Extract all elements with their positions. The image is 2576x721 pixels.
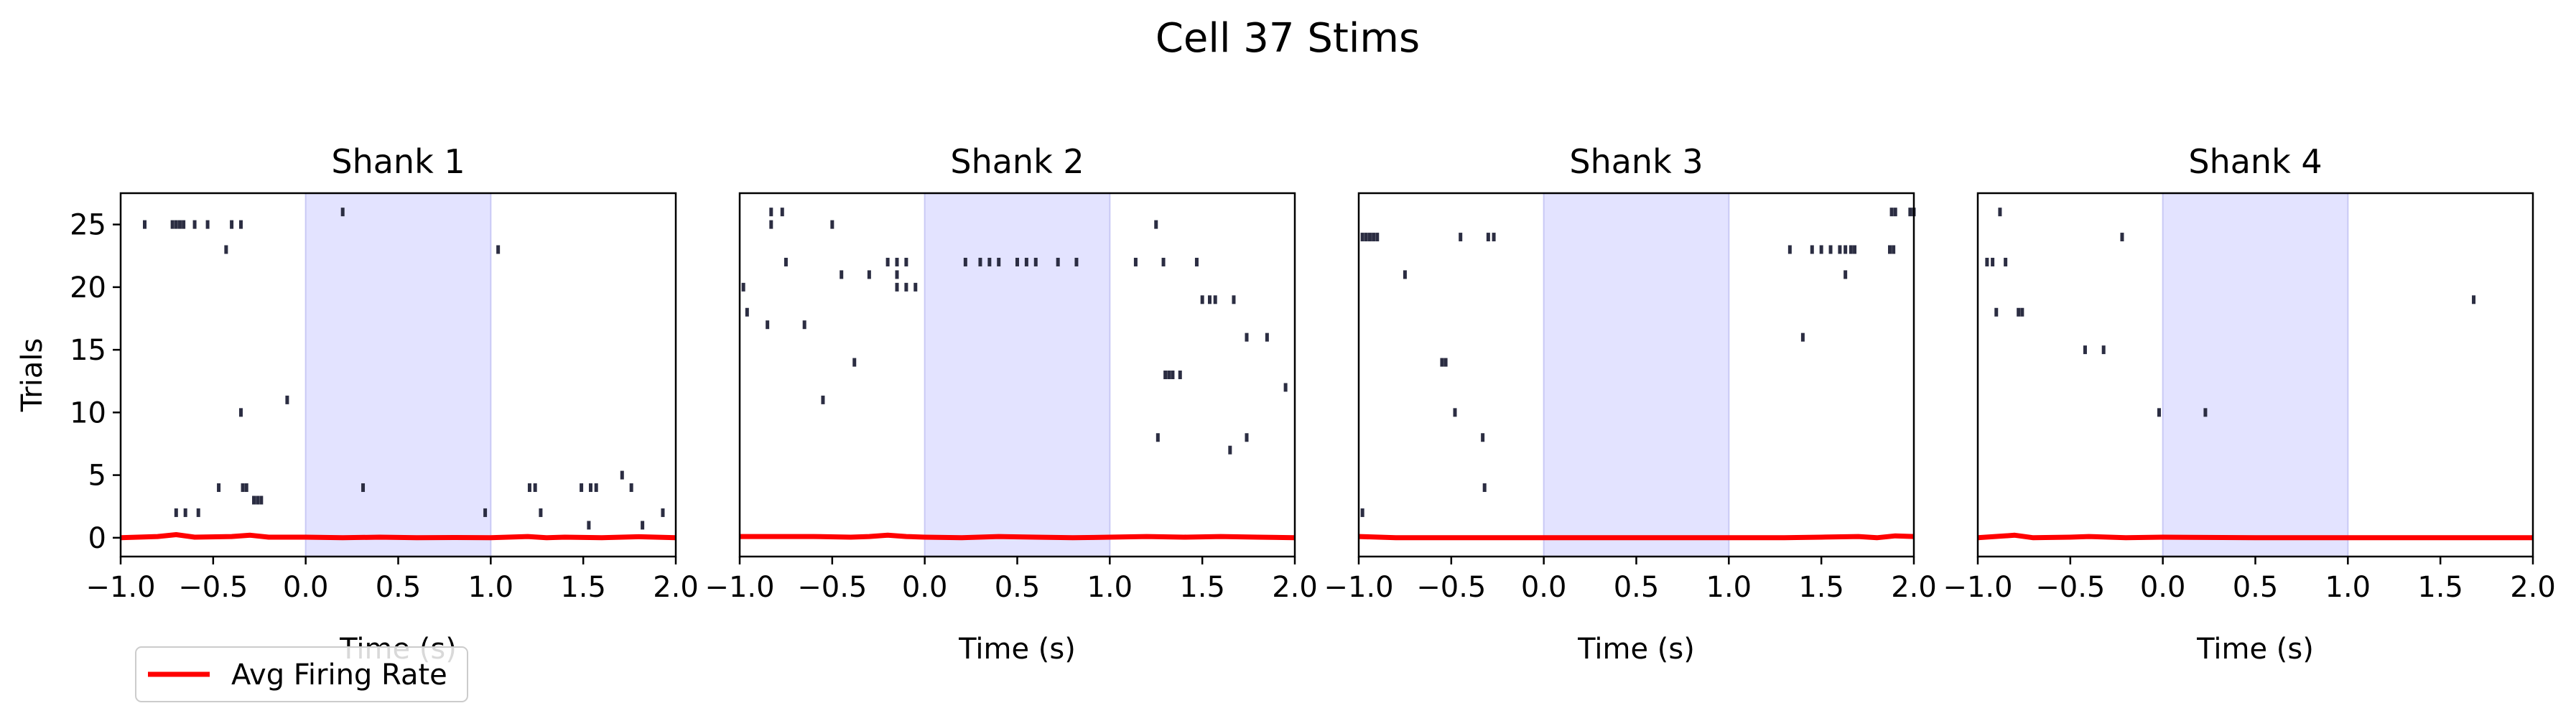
y-tick-label: 5 — [88, 460, 106, 493]
x-tick-label: 2.0 — [653, 571, 699, 604]
legend: Avg Firing Rate — [135, 646, 468, 702]
panel-2: −1.0 −0.5 0.0 0.5 1.0 1.5 2.0 Shank 2 Time (s) — [705, 142, 1317, 666]
panel-title: Shank 4 — [2188, 142, 2322, 181]
x-tick-label: 2.0 — [2510, 571, 2556, 604]
panel-1: −1.0 −0.5 0.0 0.5 1.0 1.5 2.0 0 5 10 15 20 25 Shank 1… — [16, 142, 699, 666]
x-tick-label: 2.0 — [1272, 571, 1318, 604]
x-tick-label: 1.5 — [560, 571, 606, 604]
panel-title: Shank 3 — [1569, 142, 1703, 181]
stim-window — [2162, 192, 2349, 557]
y-tick-label: 0 — [88, 522, 106, 555]
spike-raster — [142, 208, 665, 530]
avg-rate-line — [120, 532, 676, 541]
x-tick-label: −1.0 — [85, 571, 155, 604]
x-tick-label: 0.0 — [2140, 571, 2186, 604]
panel-4: −1.0 −0.5 0.0 0.5 1.0 1.5 2.0 Shank 4 Time (s) — [1943, 142, 2555, 666]
y-tick-label: 15 — [70, 334, 106, 367]
x-tick-label: 0.0 — [1521, 571, 1567, 604]
spike-raster — [741, 208, 1288, 455]
stim-window — [304, 192, 492, 557]
x-tick-label: 1.0 — [468, 571, 514, 604]
x-tick-label: 1.5 — [1179, 571, 1225, 604]
figure-title: Cell 37 Stims — [1156, 15, 1420, 62]
stim-window — [924, 192, 1111, 557]
x-tick-label: −0.5 — [2035, 571, 2105, 604]
x-tick-label: 2.0 — [1891, 571, 1937, 604]
x-tick-label: 1.0 — [2325, 571, 2371, 604]
x-tick-label: 0.0 — [902, 571, 948, 604]
x-axis-label: Time (s) — [1577, 633, 1695, 666]
x-tick-label: 0.0 — [283, 571, 329, 604]
x-axis-label: Time (s) — [2196, 633, 2314, 666]
x-tick-label: 1.0 — [1087, 571, 1133, 604]
x-tick-label: 1.5 — [2417, 571, 2463, 604]
x-tick-label: 1.0 — [1706, 571, 1752, 604]
x-axis-label: Time (s) — [958, 633, 1076, 666]
avg-rate-line — [740, 532, 1296, 541]
legend-frame — [135, 646, 468, 702]
stim-window — [1543, 192, 1730, 557]
x-tick-label: −0.5 — [1416, 571, 1486, 604]
y-axis-label: Trials — [16, 338, 49, 413]
panel-title: Shank 2 — [950, 142, 1084, 181]
panel-3: −1.0 −0.5 0.0 0.5 1.0 1.5 2.0 Shank 3 Time (s) — [1324, 142, 1936, 666]
x-tick-label: 0.5 — [2233, 571, 2279, 604]
x-tick-label: −0.5 — [797, 571, 867, 604]
x-tick-label: −1.0 — [1943, 571, 2012, 604]
x-tick-label: −1.0 — [1324, 571, 1393, 604]
y-tick-label: 25 — [70, 209, 106, 242]
x-tick-label: 1.5 — [1798, 571, 1844, 604]
y-tick-label: 10 — [70, 396, 106, 429]
spike-raster — [1360, 208, 1916, 517]
x-tick-label: −0.5 — [178, 571, 248, 604]
legend-label: Avg Firing Rate — [231, 659, 447, 692]
x-tick-label: 0.5 — [995, 571, 1041, 604]
panel-title: Shank 1 — [331, 142, 465, 181]
avg-rate-line — [1358, 533, 1915, 541]
x-tick-label: 0.5 — [1614, 571, 1660, 604]
panels: −1.0 −0.5 0.0 0.5 1.0 1.5 2.0 0 5 10 15 20 25 Shank 1… — [16, 142, 2556, 666]
spike-raster — [1985, 208, 2476, 417]
x-tick-label: −1.0 — [705, 571, 774, 604]
avg-rate-line — [1977, 532, 2533, 541]
y-tick-label: 20 — [70, 271, 106, 304]
x-tick-label: 0.5 — [376, 571, 422, 604]
